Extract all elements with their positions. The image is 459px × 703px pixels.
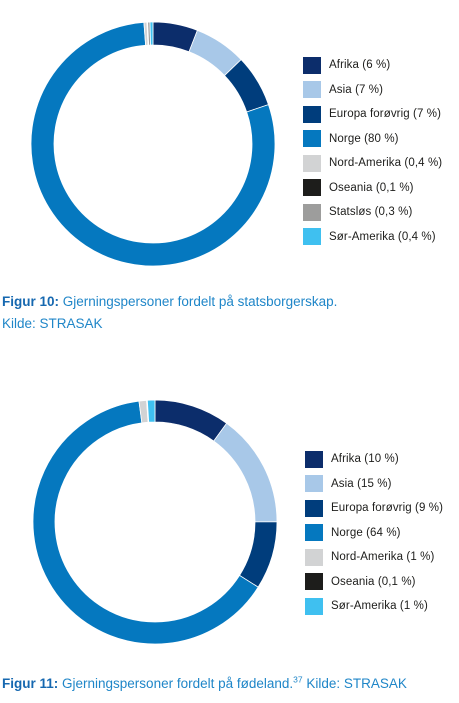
legend-swatch	[303, 228, 321, 246]
legend-swatch	[303, 56, 321, 74]
legend-swatch	[305, 573, 323, 591]
figure-11-caption: Figur 11: Gjerningspersoner fordelt på f…	[2, 673, 457, 695]
donut-chart-fodeland	[32, 399, 278, 645]
legend-label: Statsløs (0,3 %)	[329, 206, 413, 219]
legend-swatch	[305, 499, 323, 517]
figure-10-caption: Figur 10: Gjerningspersoner fordelt på s…	[2, 291, 422, 335]
legend-item-sør-amerika: Sør-Amerika (0,4 %)	[303, 225, 442, 250]
legend-item-nord-amerika: Nord-Amerika (0,4 %)	[303, 151, 442, 176]
legend-statsborgerskap: Afrika (6 %) Asia (7 %) Europa forøvrig (7…	[303, 53, 442, 249]
figure-11: Afrika (10 %) Asia (15 %) Europa forøvrig …	[0, 388, 459, 703]
caption-label: Figur 11:	[2, 676, 59, 691]
legend-swatch	[303, 130, 321, 148]
legend-swatch	[305, 475, 323, 493]
legend-item-europa-forøvrig: Europa forøvrig (7 %)	[303, 102, 442, 127]
legend-label: Nord-Amerika (0,4 %)	[329, 157, 443, 170]
legend-item-afrika: Afrika (10 %)	[305, 447, 443, 472]
legend-item-asia: Asia (7 %)	[303, 78, 442, 103]
legend-item-norge: Norge (64 %)	[305, 521, 443, 546]
slice-asia	[213, 422, 278, 523]
legend-item-asia: Asia (15 %)	[305, 472, 443, 497]
slice-europa-forøvrig	[238, 521, 278, 588]
caption-source: Kilde: STRASAK	[302, 676, 407, 691]
legend-swatch	[305, 450, 323, 468]
caption-text: Gjerningspersoner fordelt på fødeland.	[58, 676, 294, 691]
legend-swatch	[305, 524, 323, 542]
legend-item-norge: Norge (80 %)	[303, 127, 442, 152]
legend-item-europa-forøvrig: Europa forøvrig (9 %)	[305, 496, 443, 521]
legend-swatch	[303, 203, 321, 221]
legend-item-oseania: Oseania (0,1 %)	[305, 570, 443, 595]
legend-label: Oseania (0,1 %)	[331, 575, 416, 588]
legend-label: Nord-Amerika (1 %)	[331, 551, 435, 564]
caption-source: Kilde: STRASAK	[2, 316, 103, 331]
slice-afrika	[154, 399, 228, 442]
legend-swatch	[303, 179, 321, 197]
legend-label: Norge (80 %)	[329, 132, 399, 145]
legend-swatch	[303, 154, 321, 172]
slice-norge	[32, 400, 259, 645]
legend-label: Sør-Amerika (0,4 %)	[329, 230, 436, 243]
footnote-ref: 37	[293, 674, 303, 685]
donut-chart-statsborgerskap	[30, 21, 276, 267]
slice-sør-amerika	[146, 399, 156, 423]
legend-label: Oseania (0,1 %)	[329, 181, 414, 194]
legend-swatch	[305, 548, 323, 566]
legend-item-oseania: Oseania (0,1 %)	[303, 176, 442, 201]
slice-sør-amerika	[149, 21, 154, 46]
legend-label: Asia (15 %)	[331, 477, 392, 490]
legend-swatch	[305, 597, 323, 615]
legend-swatch	[303, 81, 321, 99]
legend-label: Europa forøvrig (7 %)	[329, 108, 442, 121]
legend-item-sør-amerika: Sør-Amerika (1 %)	[305, 594, 443, 619]
figure-10: Afrika (6 %) Asia (7 %) Europa forøvrig (7…	[2, 21, 442, 335]
legend-label: Norge (64 %)	[331, 526, 401, 539]
slice-norge	[30, 21, 276, 267]
caption-label: Figur 10:	[2, 294, 60, 309]
legend-item-afrika: Afrika (6 %)	[303, 53, 442, 78]
legend-label: Afrika (10 %)	[331, 453, 399, 466]
legend-item-nord-amerika: Nord-Amerika (1 %)	[305, 545, 443, 570]
legend-label: Europa forøvrig (9 %)	[331, 502, 444, 515]
legend-label: Sør-Amerika (1 %)	[331, 600, 428, 613]
legend-label: Asia (7 %)	[329, 83, 384, 96]
legend-swatch	[303, 105, 321, 123]
legend-fodeland: Afrika (10 %) Asia (15 %) Europa forøvrig …	[305, 447, 443, 619]
legend-item-statsløs: Statsløs (0,3 %)	[303, 200, 442, 225]
legend-label: Afrika (6 %)	[329, 59, 391, 72]
caption-text: Gjerningspersoner fordelt på statsborger…	[59, 294, 338, 309]
